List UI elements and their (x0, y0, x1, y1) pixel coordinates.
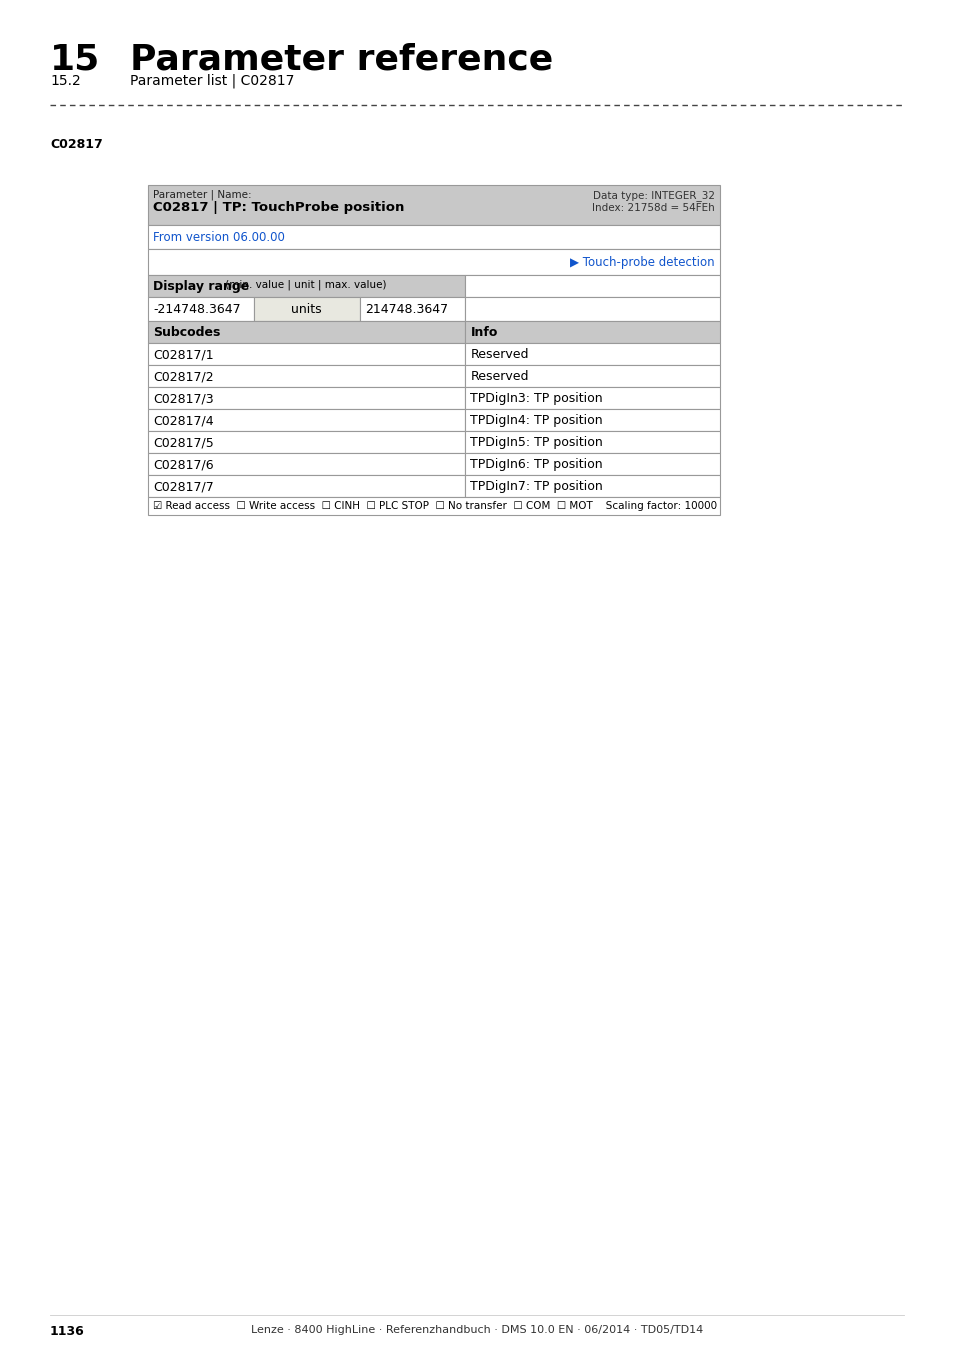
FancyBboxPatch shape (465, 275, 720, 297)
FancyBboxPatch shape (148, 364, 465, 387)
FancyBboxPatch shape (465, 409, 720, 431)
Text: TPDigIn5: TP position: TPDigIn5: TP position (470, 436, 602, 450)
Text: ☑ Read access  ☐ Write access  ☐ CINH  ☐ PLC STOP  ☐ No transfer  ☐ COM  ☐ MOT  : ☑ Read access ☐ Write access ☐ CINH ☐ PL… (152, 501, 717, 512)
Text: Parameter list | C02817: Parameter list | C02817 (130, 74, 294, 89)
FancyBboxPatch shape (148, 431, 465, 454)
Text: ▶ Touch-probe detection: ▶ Touch-probe detection (570, 256, 714, 269)
Text: units: units (291, 302, 322, 316)
FancyBboxPatch shape (148, 497, 720, 514)
FancyBboxPatch shape (465, 431, 720, 454)
FancyBboxPatch shape (465, 343, 720, 364)
FancyBboxPatch shape (148, 387, 465, 409)
FancyBboxPatch shape (148, 275, 465, 297)
Text: Parameter | Name:: Parameter | Name: (152, 190, 252, 201)
FancyBboxPatch shape (148, 297, 253, 321)
FancyBboxPatch shape (359, 297, 465, 321)
FancyBboxPatch shape (148, 454, 465, 475)
FancyBboxPatch shape (465, 454, 720, 475)
Text: Parameter reference: Parameter reference (130, 42, 553, 76)
Text: Reserved: Reserved (470, 370, 528, 383)
Text: C02817/7: C02817/7 (152, 481, 213, 493)
Text: 1136: 1136 (50, 1324, 85, 1338)
Text: (min. value | unit | max. value): (min. value | unit | max. value) (222, 279, 386, 290)
Text: C02817/3: C02817/3 (152, 392, 213, 405)
Text: -214748.3647: -214748.3647 (152, 302, 240, 316)
Text: 15.2: 15.2 (50, 74, 81, 88)
Text: C02817/6: C02817/6 (152, 458, 213, 471)
Text: Display range: Display range (152, 279, 249, 293)
Text: Index: 21758d = 54FEh: Index: 21758d = 54FEh (592, 202, 714, 213)
FancyBboxPatch shape (465, 387, 720, 409)
FancyBboxPatch shape (465, 321, 720, 343)
Text: C02817/5: C02817/5 (152, 436, 213, 450)
Text: 214748.3647: 214748.3647 (364, 302, 447, 316)
Text: C02817/2: C02817/2 (152, 370, 213, 383)
Text: 15: 15 (50, 42, 100, 76)
Text: TPDigIn3: TP position: TPDigIn3: TP position (470, 392, 602, 405)
Text: Reserved: Reserved (470, 348, 528, 360)
FancyBboxPatch shape (148, 321, 465, 343)
Text: C02817/4: C02817/4 (152, 414, 213, 427)
FancyBboxPatch shape (148, 343, 465, 364)
Text: From version 06.00.00: From version 06.00.00 (152, 231, 285, 244)
FancyBboxPatch shape (253, 297, 359, 321)
FancyBboxPatch shape (148, 185, 720, 225)
Text: Data type: INTEGER_32: Data type: INTEGER_32 (593, 190, 714, 201)
Text: TPDigIn4: TP position: TPDigIn4: TP position (470, 414, 602, 427)
FancyBboxPatch shape (148, 475, 465, 497)
FancyBboxPatch shape (465, 297, 720, 321)
Text: C02817: C02817 (50, 138, 103, 151)
Text: C02817/1: C02817/1 (152, 348, 213, 360)
FancyBboxPatch shape (465, 364, 720, 387)
Text: Lenze · 8400 HighLine · Referenzhandbuch · DMS 10.0 EN · 06/2014 · TD05/TD14: Lenze · 8400 HighLine · Referenzhandbuch… (251, 1324, 702, 1335)
FancyBboxPatch shape (148, 248, 720, 275)
Text: TPDigIn7: TP position: TPDigIn7: TP position (470, 481, 602, 493)
Text: Subcodes: Subcodes (152, 325, 220, 339)
Text: C02817 | TP: TouchProbe position: C02817 | TP: TouchProbe position (152, 201, 404, 215)
Text: Info: Info (470, 325, 497, 339)
FancyBboxPatch shape (148, 409, 465, 431)
FancyBboxPatch shape (465, 475, 720, 497)
Text: TPDigIn6: TP position: TPDigIn6: TP position (470, 458, 602, 471)
FancyBboxPatch shape (148, 225, 720, 248)
